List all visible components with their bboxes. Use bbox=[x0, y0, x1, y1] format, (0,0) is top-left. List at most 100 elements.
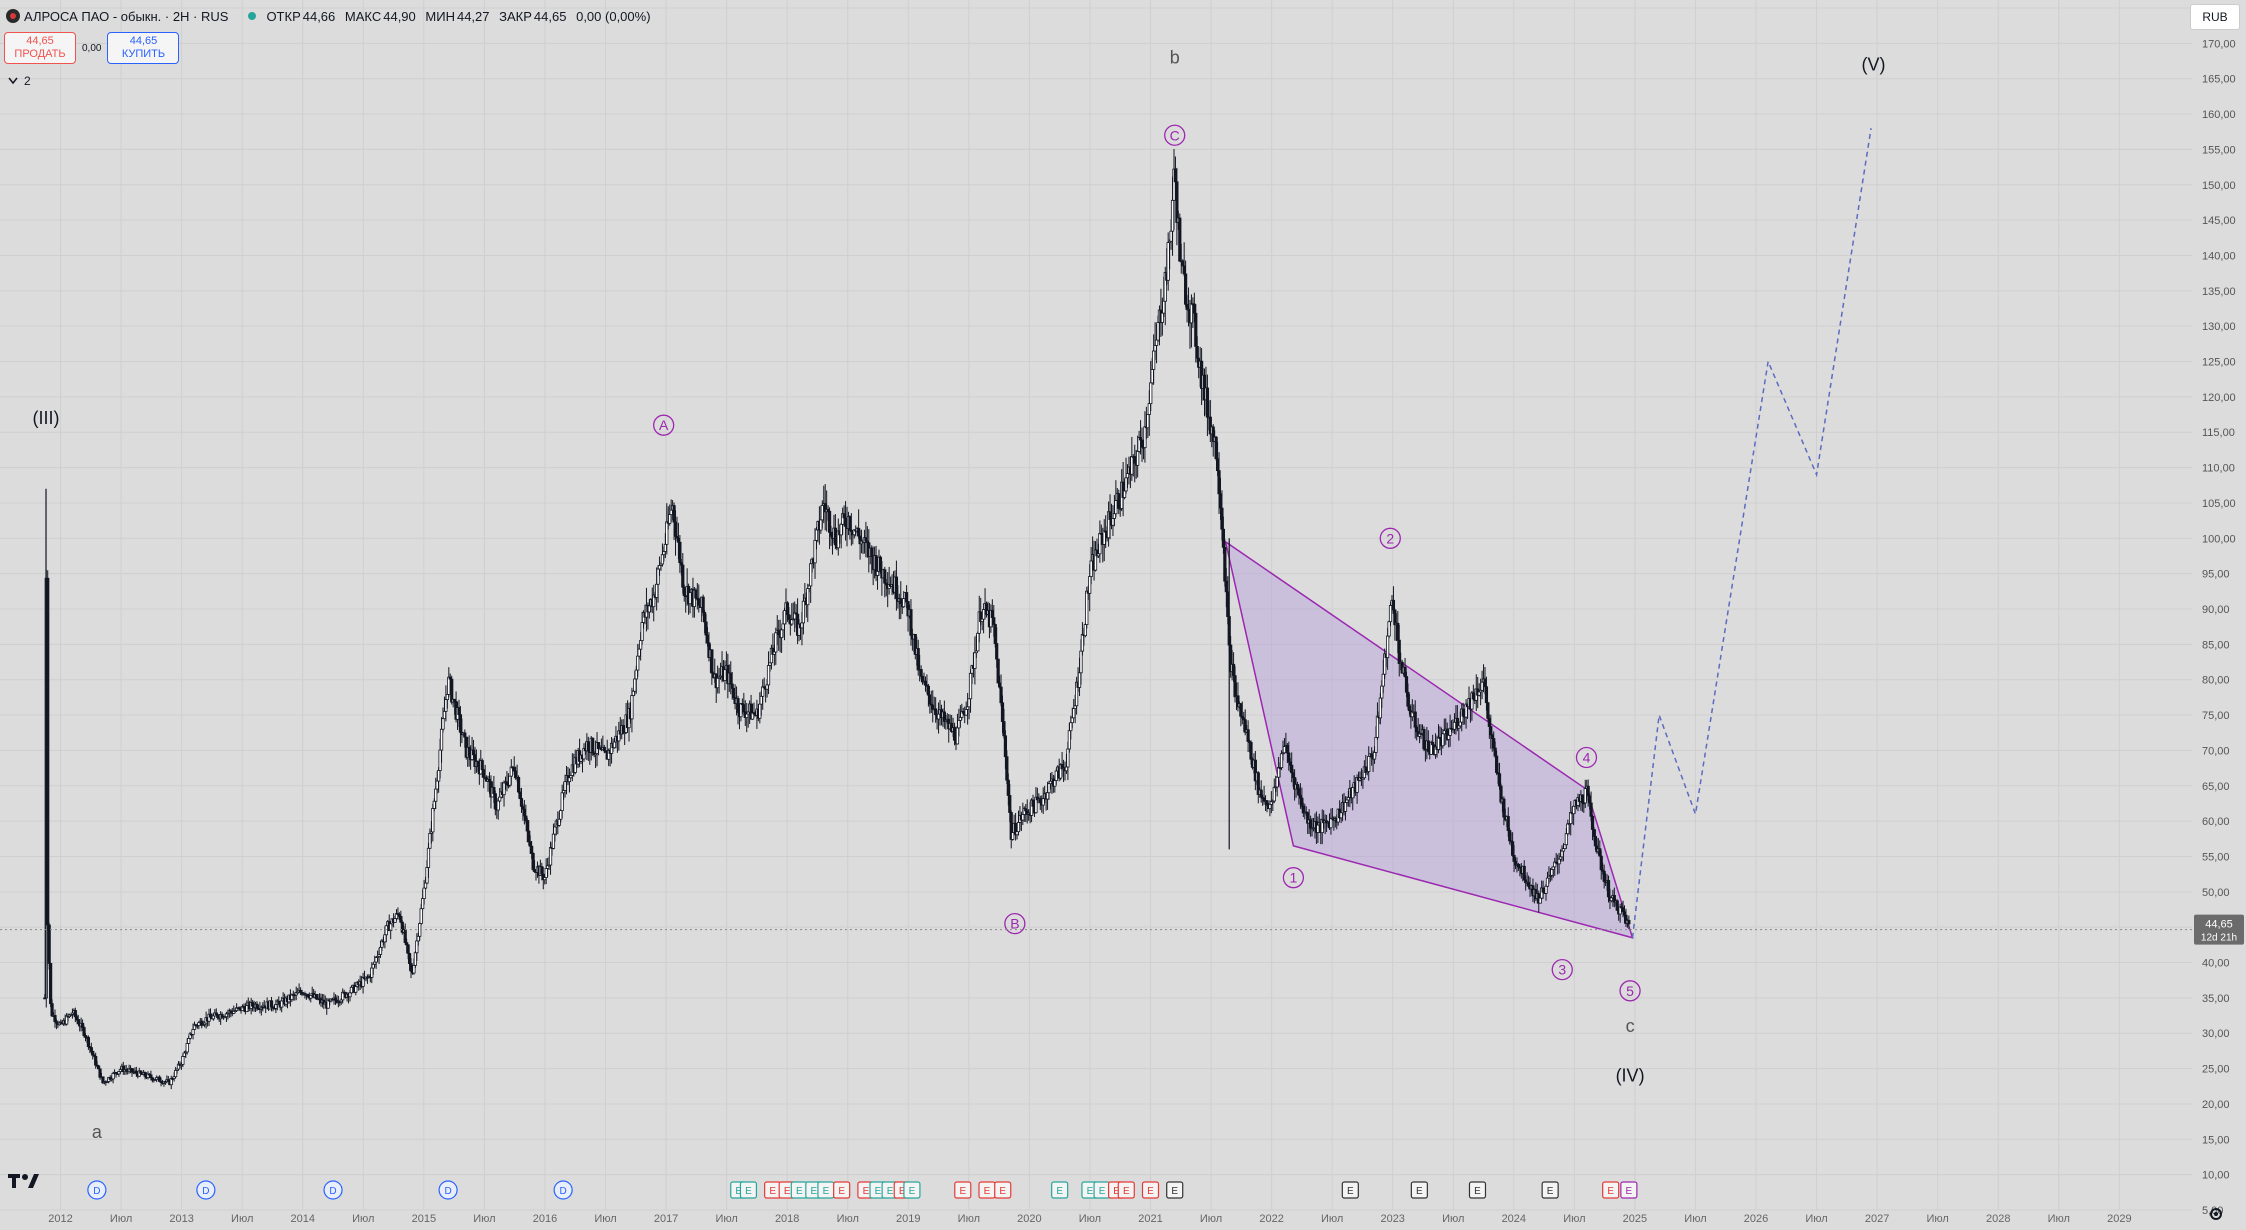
dividend-label: D bbox=[93, 1186, 100, 1197]
spread-value: 0,00 bbox=[82, 42, 102, 54]
candle-body bbox=[899, 598, 903, 605]
candle-body bbox=[445, 694, 449, 700]
close-label: ЗАКР bbox=[499, 8, 532, 24]
time-tick-label: 2019 bbox=[896, 1213, 920, 1225]
earnings-icon bbox=[739, 1181, 758, 1199]
high-label: МАКС bbox=[344, 8, 382, 24]
candle-body bbox=[1130, 456, 1134, 475]
earnings-label: E bbox=[899, 1186, 906, 1197]
candle-body bbox=[591, 737, 595, 754]
candle-body bbox=[1486, 702, 1490, 719]
candle-body bbox=[742, 704, 746, 713]
earnings-label: E bbox=[959, 1186, 966, 1197]
candle-body bbox=[1403, 666, 1407, 677]
wave-label: 3 bbox=[1558, 962, 1566, 978]
candle-body bbox=[437, 770, 441, 782]
candle-body bbox=[801, 600, 806, 624]
candle-body bbox=[1282, 746, 1287, 754]
sell-button[interactable]: 44,65 ПРОДАТЬ bbox=[4, 32, 76, 64]
candle-body bbox=[883, 569, 887, 584]
candle-body bbox=[1590, 815, 1595, 830]
candle-body bbox=[1002, 721, 1006, 737]
price-tick-label: 150,00 bbox=[2202, 180, 2236, 192]
candle-body bbox=[668, 514, 672, 524]
candle-body bbox=[1173, 168, 1178, 183]
time-tick-label: Июл bbox=[352, 1213, 374, 1225]
candle-body bbox=[1564, 833, 1568, 846]
candle-body bbox=[211, 1015, 215, 1020]
candle-body bbox=[512, 767, 516, 772]
candle-body bbox=[1291, 772, 1295, 778]
buy-button[interactable]: 44,65 КУПИТЬ bbox=[107, 32, 180, 64]
candle-body bbox=[723, 669, 727, 682]
candle-body bbox=[640, 622, 644, 641]
candle-body bbox=[527, 830, 531, 842]
candle-body bbox=[813, 539, 817, 564]
candle-body bbox=[1016, 821, 1021, 833]
candle-body bbox=[758, 703, 762, 719]
candle-body bbox=[1508, 830, 1512, 842]
dividend-icon bbox=[438, 1180, 458, 1200]
earnings-icon bbox=[954, 1181, 972, 1199]
market-status-icon bbox=[248, 12, 257, 20]
candle-body bbox=[383, 934, 387, 943]
candle-body bbox=[1083, 624, 1087, 637]
wave-circle bbox=[1164, 124, 1186, 146]
candle-body bbox=[91, 1050, 95, 1056]
candle-body bbox=[1073, 705, 1077, 709]
candle-body bbox=[480, 760, 484, 771]
indicators-toggle[interactable]: 2 bbox=[8, 74, 31, 88]
time-tick-label: 2026 bbox=[1744, 1213, 1768, 1225]
tradingview-logo-icon[interactable] bbox=[8, 1172, 40, 1195]
candle-body bbox=[1550, 869, 1554, 876]
candle-body bbox=[1072, 708, 1076, 719]
candle-body bbox=[819, 519, 823, 531]
candle-body bbox=[1426, 740, 1430, 752]
wave-label: B bbox=[1010, 916, 1019, 932]
time-tick-label: Июл bbox=[594, 1213, 616, 1225]
candle-body bbox=[1133, 456, 1137, 464]
price-tick-label: 65,00 bbox=[2202, 781, 2230, 793]
candle-body bbox=[82, 1027, 86, 1036]
earnings-label: E bbox=[784, 1186, 791, 1197]
candle-body bbox=[1285, 745, 1289, 754]
earnings-label: E bbox=[1347, 1186, 1354, 1197]
earnings-label: E bbox=[1113, 1186, 1120, 1197]
candle-body bbox=[1231, 663, 1236, 677]
candle-body bbox=[423, 882, 428, 889]
earnings-label: E bbox=[1123, 1186, 1130, 1197]
candle-body bbox=[439, 728, 444, 751]
candle-body bbox=[1085, 590, 1089, 626]
candle-body bbox=[1602, 870, 1606, 882]
candle-body bbox=[1149, 382, 1153, 405]
candle-body bbox=[716, 677, 720, 689]
candle-body bbox=[1489, 726, 1493, 736]
candle-body bbox=[999, 686, 1003, 704]
candle-body bbox=[1545, 877, 1550, 887]
dividend-icon bbox=[87, 1180, 107, 1200]
candle-body bbox=[463, 732, 467, 738]
candle-body bbox=[563, 781, 567, 791]
candle-body bbox=[442, 710, 447, 720]
candle-body bbox=[1388, 605, 1393, 623]
symbol-title[interactable]: АЛРОСА ПАО - обыкн. · 2H · RUS bbox=[24, 8, 229, 24]
earnings-label: E bbox=[745, 1186, 752, 1197]
candle-body bbox=[848, 516, 852, 531]
candle-body bbox=[1140, 439, 1144, 448]
candle-body bbox=[952, 727, 957, 741]
candle-body bbox=[514, 770, 518, 779]
dividend-label: D bbox=[202, 1186, 209, 1197]
candle-body bbox=[1351, 787, 1355, 799]
gear-icon[interactable] bbox=[2208, 1206, 2224, 1227]
candle-body bbox=[98, 1068, 102, 1078]
currency-button[interactable]: RUB bbox=[2190, 4, 2240, 30]
candle-body bbox=[519, 798, 524, 807]
candle-body bbox=[820, 504, 824, 521]
candle-body bbox=[1615, 900, 1619, 911]
candle-body bbox=[384, 925, 388, 936]
earnings-label: E bbox=[909, 1186, 916, 1197]
time-tick-label: 2020 bbox=[1017, 1213, 1041, 1225]
candle-body bbox=[1492, 738, 1496, 749]
